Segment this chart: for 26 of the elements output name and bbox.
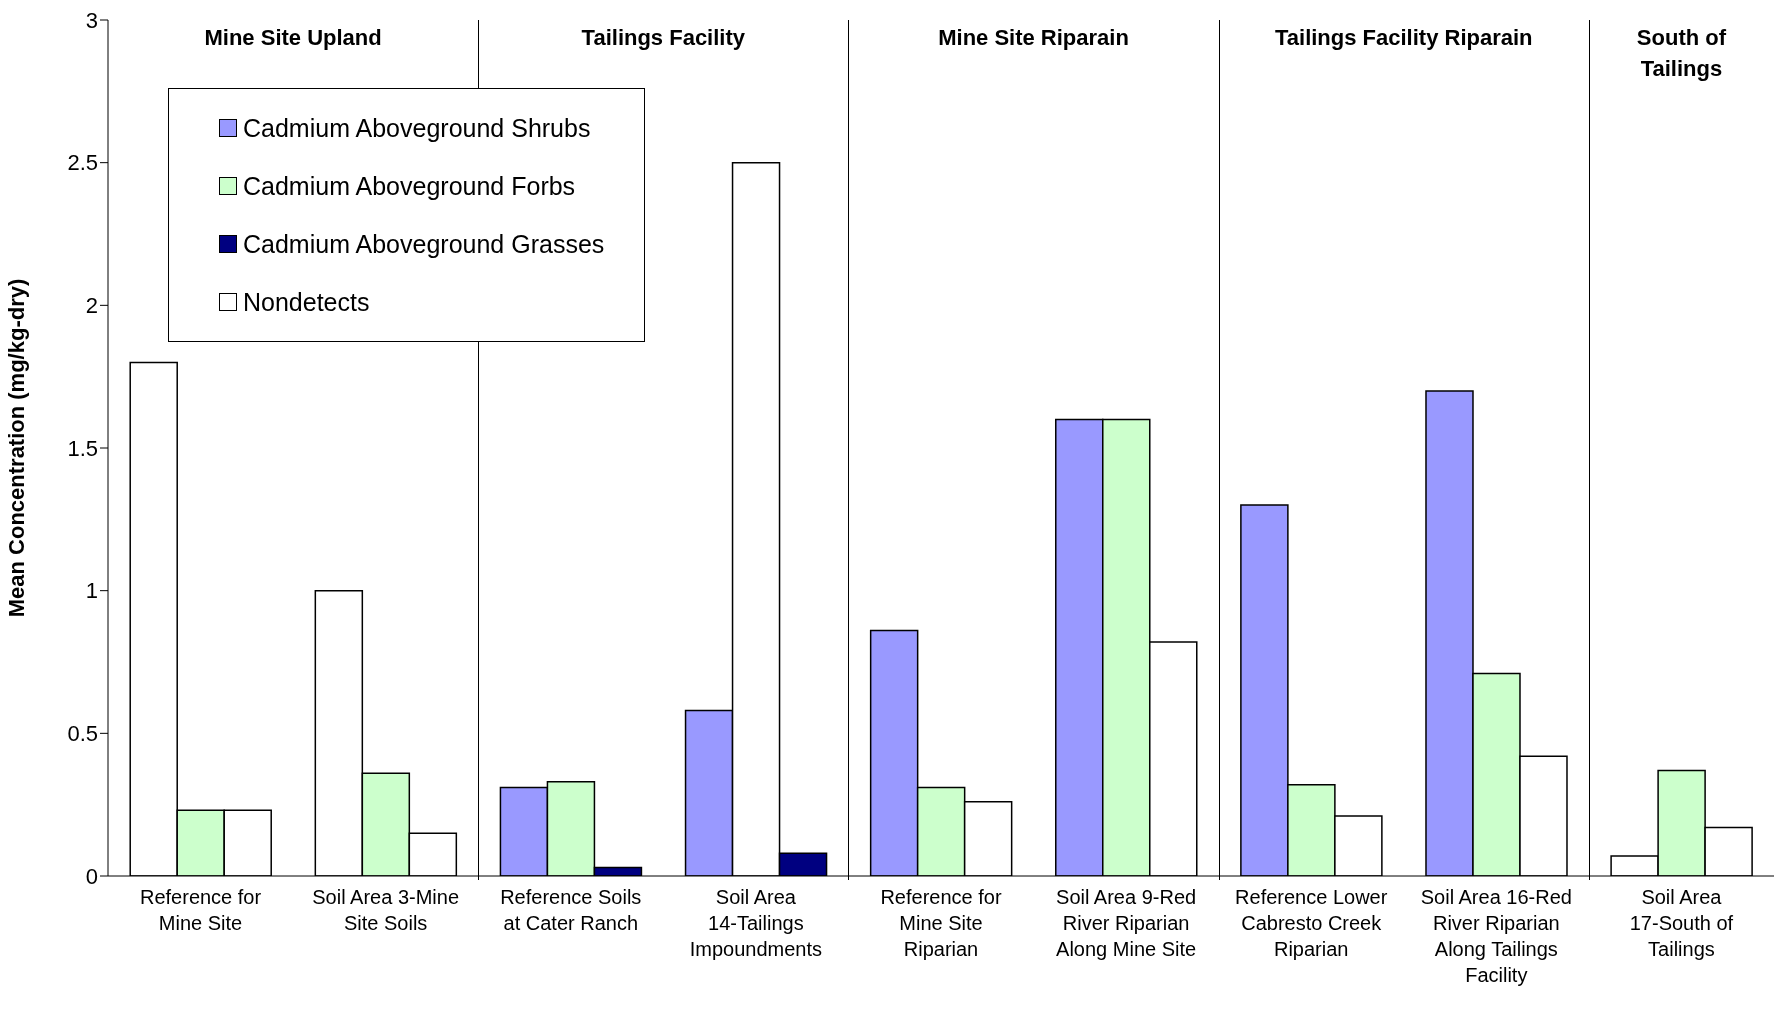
x-tick-label: Reference for Mine Site [139,886,262,934]
x-tick-label: Reference Soils at Cater Ranch [500,886,642,934]
legend-label: Cadmium Aboveground Grasses [243,229,605,259]
y-tick-label: 3 [85,7,98,33]
y-axis-title: Mean Concentration (mg/kg-dry) [3,278,29,618]
annotation: Tailings Facility Riparain [1274,24,1534,52]
x-tick-label: Soil Area 3-Mine Site Soils [312,886,460,934]
x-tick-label: Soil Area 17-South of Tailings [1629,886,1734,960]
y-tick-label: 0 [85,863,98,889]
x-tick-label: Reference for Mine Site Riparian [880,886,1002,960]
annotation: Mine Site Riparain [937,24,1130,52]
y-tick-label: 1 [85,578,98,604]
x-tick-label: Soil Area 14-Tailings Impoundments [689,886,823,960]
x-tick-label: Soil Area 9-Red River Riparian Along Mine Site [1056,886,1197,960]
annotation: Tailings Facility [580,24,747,52]
y-tick-label: 0.5 [67,721,98,747]
y-tick-label: 1.5 [67,435,98,461]
legend-label: Cadmium Aboveground Forbs [243,171,576,201]
annotation: South of Tailings [1635,24,1728,83]
annotation: Mine Site Upland [203,24,383,52]
y-tick-label: 2.5 [67,150,98,176]
x-tick-label: Soil Area 16-Red River Riparian Along Tailings Facility [1420,886,1572,986]
legend-label: Nondetects [243,287,370,317]
x-tick-label: Reference Lower Cabresto Creek Riparian [1235,886,1388,960]
legend-label: Cadmium Aboveground Shrubs [243,113,591,143]
y-tick-label: 2 [85,293,98,319]
